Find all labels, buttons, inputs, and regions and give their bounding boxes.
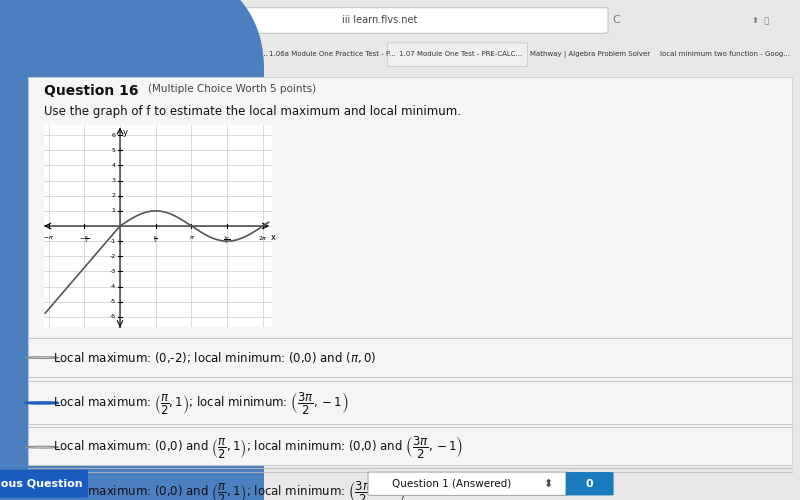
Text: 6: 6 — [111, 132, 115, 138]
Text: -3: -3 — [110, 269, 115, 274]
Text: Local maximum: $\left(\dfrac{\pi}{2},1\right)$; local minimum: $\left(\dfrac{3\p: Local maximum: $\left(\dfrac{\pi}{2},1\r… — [54, 390, 349, 416]
Text: $2\pi$: $2\pi$ — [258, 234, 268, 242]
Text: Local maximum: (0,-2); local minimum: (0,0) and $(\pi,0)$: Local maximum: (0,-2); local minimum: (0… — [54, 350, 377, 365]
Text: Local maximum: (0,0) and $\left(\dfrac{\pi}{2},1\right)$; local minimum: (0,0) a: Local maximum: (0,0) and $\left(\dfrac{\… — [54, 434, 463, 460]
Text: 2: 2 — [111, 193, 115, 198]
FancyBboxPatch shape — [566, 472, 614, 496]
Text: -1: -1 — [110, 238, 115, 244]
FancyBboxPatch shape — [387, 43, 527, 66]
Text: 4: 4 — [111, 163, 115, 168]
Text: -6: -6 — [110, 314, 115, 320]
Text: $-\frac{\pi}{2}$: $-\frac{\pi}{2}$ — [79, 234, 90, 245]
Text: < >: < > — [8, 14, 27, 24]
Text: -2: -2 — [110, 254, 115, 259]
FancyBboxPatch shape — [28, 77, 792, 466]
Text: $\pi$: $\pi$ — [189, 234, 194, 242]
Text: ious Question: ious Question — [0, 479, 83, 489]
FancyBboxPatch shape — [152, 8, 608, 33]
Text: ⬆  ⬛: ⬆ ⬛ — [752, 15, 770, 24]
Text: 3: 3 — [111, 178, 115, 183]
Text: $\frac{\pi}{2}$: $\frac{\pi}{2}$ — [154, 234, 158, 245]
Text: -5: -5 — [110, 299, 115, 304]
FancyBboxPatch shape — [368, 472, 568, 496]
FancyBboxPatch shape — [0, 0, 264, 500]
Text: $-\pi$: $-\pi$ — [43, 234, 54, 242]
Text: 1.06a Module One Practice Test - P...: 1.06a Module One Practice Test - P... — [269, 51, 395, 57]
Text: Module2studyplan - Google Docs: Module2studyplan - Google Docs — [8, 51, 123, 57]
Text: Use the graph of f to estimate the l...: Use the graph of f to estimate the l... — [138, 51, 268, 57]
Text: Question 16: Question 16 — [44, 84, 138, 98]
Text: iii learn.flvs.net: iii learn.flvs.net — [342, 14, 418, 24]
Text: -4: -4 — [110, 284, 115, 289]
Text: 5: 5 — [111, 148, 115, 153]
Text: local minimum two function - Goog...: local minimum two function - Goog... — [660, 51, 790, 57]
Text: y: y — [122, 128, 128, 136]
Text: 0: 0 — [586, 479, 594, 489]
Text: $\frac{3\pi}{2}$: $\frac{3\pi}{2}$ — [223, 234, 231, 246]
Text: Question 1 (Answered): Question 1 (Answered) — [392, 479, 512, 489]
Circle shape — [34, 402, 50, 404]
FancyBboxPatch shape — [0, 470, 88, 498]
Text: Use the graph of f to estimate the local maximum and local minimum.: Use the graph of f to estimate the local… — [44, 105, 461, 118]
Text: ⬍: ⬍ — [543, 479, 553, 489]
Text: Mathway | Algebra Problem Solver: Mathway | Algebra Problem Solver — [530, 50, 650, 58]
Text: C: C — [612, 14, 620, 24]
Text: x: x — [271, 233, 276, 242]
Text: Local maximum: (0,0) and $\left(\dfrac{\pi}{2},1\right)$; local minimum: $\left(: Local maximum: (0,0) and $\left(\dfrac{\… — [54, 480, 406, 500]
Text: 1.07 Module One Test - PRE-CALC...: 1.07 Module One Test - PRE-CALC... — [399, 51, 522, 57]
Text: 1: 1 — [111, 208, 115, 214]
Text: (Multiple Choice Worth 5 points): (Multiple Choice Worth 5 points) — [148, 84, 316, 94]
Text: □: □ — [44, 14, 54, 24]
